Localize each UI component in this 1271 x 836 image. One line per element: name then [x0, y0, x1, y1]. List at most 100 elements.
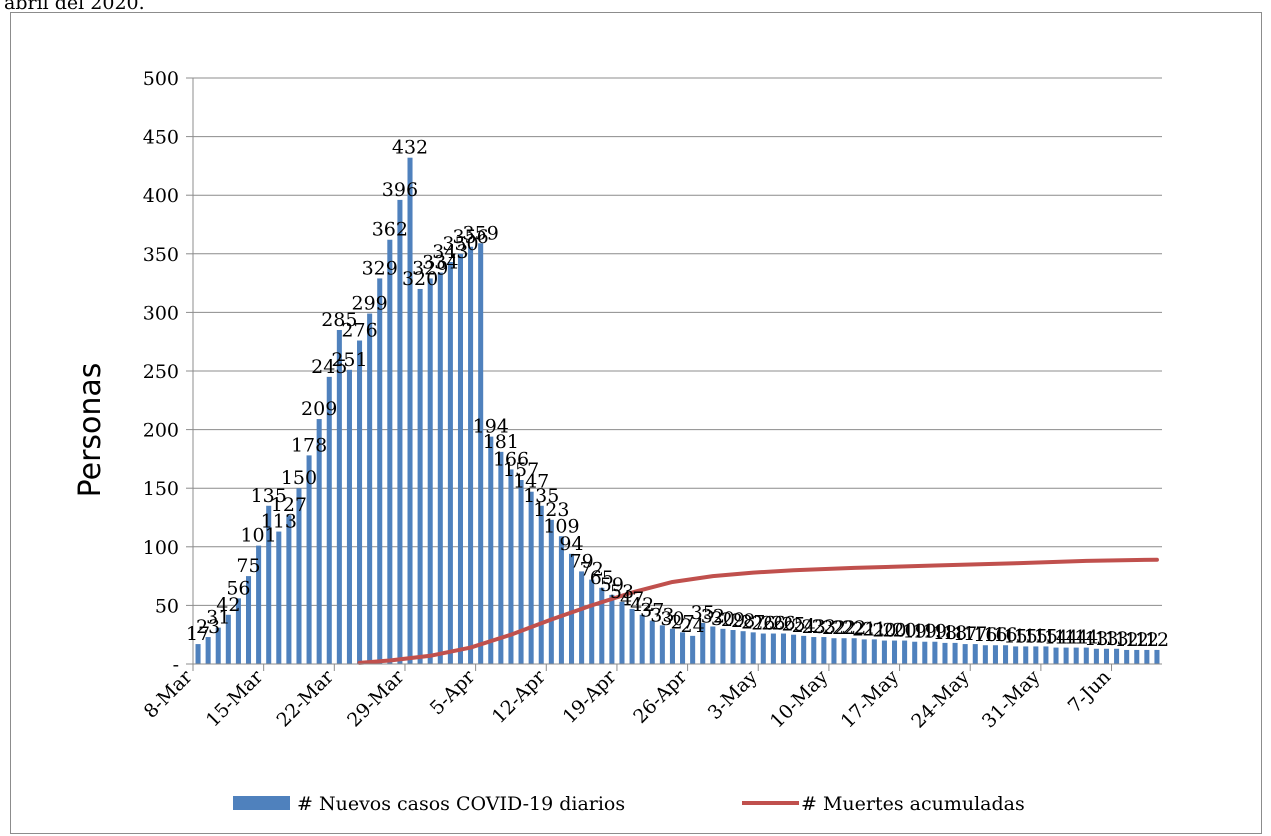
bar	[508, 469, 514, 664]
bar	[276, 531, 282, 664]
bar	[1063, 647, 1069, 664]
bar	[1154, 649, 1160, 664]
data-label: 24	[681, 615, 705, 637]
data-label: 28	[731, 610, 755, 632]
bar	[861, 639, 867, 664]
data-label: 23	[802, 616, 826, 638]
bar	[427, 278, 433, 664]
bar	[245, 576, 252, 664]
data-label: 432	[392, 137, 428, 159]
bar	[1053, 647, 1059, 664]
bar	[1093, 648, 1099, 664]
data-label: 27	[670, 611, 694, 633]
bar	[1134, 649, 1140, 664]
data-label: 13	[1084, 628, 1108, 650]
x-tick-label: 26-Apr	[629, 665, 692, 728]
bar	[296, 488, 302, 664]
bar	[791, 634, 797, 664]
bar	[336, 329, 342, 664]
bar	[558, 536, 564, 664]
data-label: 12	[1135, 629, 1159, 651]
bar	[710, 626, 716, 664]
data-label: 21	[862, 618, 886, 640]
x-tick-label: 7-Jun	[1064, 666, 1115, 717]
bar	[902, 640, 908, 664]
bar	[468, 246, 474, 664]
bar	[1124, 649, 1130, 664]
data-label: 18	[943, 622, 967, 644]
data-label: 245	[311, 356, 347, 378]
bar-series	[195, 157, 1160, 665]
legend: # Nuevos casos COVID-19 diarios # Muerte…	[233, 793, 1025, 815]
data-label: 359	[463, 222, 499, 244]
data-label: 181	[483, 431, 519, 453]
data-label: 12	[1145, 629, 1169, 651]
data-label: 194	[473, 416, 509, 438]
data-label: 23	[196, 616, 220, 638]
legend-swatch-bars	[233, 796, 290, 810]
bar	[599, 587, 605, 664]
data-label: 14	[1064, 627, 1088, 649]
data-label: 26	[771, 613, 795, 635]
bar	[629, 608, 635, 664]
bar	[821, 637, 827, 664]
bar	[992, 645, 998, 664]
bar	[649, 620, 655, 664]
y-tick-label: 50	[155, 595, 179, 617]
bar	[457, 253, 464, 665]
bar	[770, 633, 776, 664]
data-label: 18	[933, 622, 957, 644]
y-tick-label: 100	[143, 537, 179, 559]
bar	[1144, 649, 1150, 664]
bar	[801, 635, 807, 664]
bar	[952, 642, 958, 664]
bar	[215, 627, 221, 664]
y-tick-label: 250	[143, 361, 179, 383]
data-label: 320	[402, 268, 438, 290]
bar	[1043, 646, 1049, 664]
bar	[548, 519, 554, 664]
y-tick-label: 200	[143, 420, 179, 442]
y-axis-title: Personas	[73, 363, 108, 498]
x-tick-label: 5-Apr	[426, 665, 480, 719]
data-label: 157	[503, 459, 539, 481]
x-tick-label: 29-Mar	[343, 665, 409, 731]
data-label: 113	[261, 511, 297, 533]
bar	[407, 157, 413, 665]
bar	[680, 632, 686, 664]
data-label: 35	[691, 602, 715, 624]
x-tick-label: 8-Mar	[140, 665, 197, 722]
data-label: 350	[442, 233, 478, 255]
bar	[811, 637, 817, 664]
data-label: 56	[226, 577, 250, 599]
bar	[942, 642, 948, 664]
data-label: 72	[580, 559, 604, 581]
data-label: 15	[1034, 625, 1058, 647]
bar	[346, 369, 352, 664]
data-label: 20	[882, 620, 906, 642]
bar	[195, 644, 201, 664]
bar	[1023, 646, 1029, 664]
header-text: abril del 2020.	[4, 0, 145, 14]
data-label: 14	[1074, 627, 1098, 649]
data-label: 123	[533, 499, 569, 521]
legend-label-line: # Muertes acumuladas	[801, 793, 1025, 815]
data-label: 12	[1115, 629, 1139, 651]
bar	[286, 515, 292, 664]
data-label: 94	[559, 533, 583, 555]
data-label: 14	[1044, 627, 1068, 649]
data-label: 19	[903, 621, 927, 643]
data-label: 20	[872, 620, 896, 642]
bar	[881, 640, 887, 664]
y-tick-label: 350	[143, 244, 179, 266]
data-label: 17	[186, 623, 210, 645]
deaths-line	[357, 557, 1159, 665]
bar	[266, 505, 272, 664]
bar	[306, 455, 312, 664]
data-label: 31	[206, 607, 230, 629]
data-label: 37	[640, 600, 664, 622]
data-label: 13	[1094, 628, 1118, 650]
x-tick-label: 24-May	[907, 666, 974, 733]
bar	[922, 641, 928, 664]
